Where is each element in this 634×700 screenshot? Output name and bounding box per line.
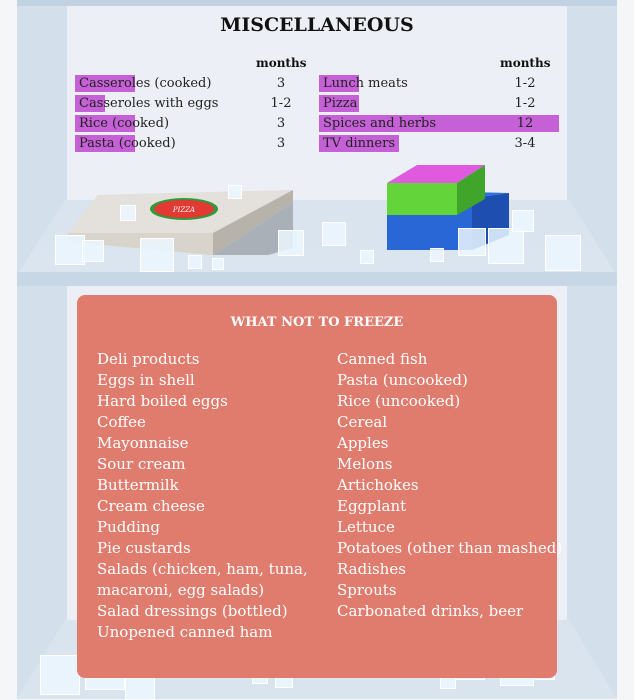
- not-freeze-item: Carbonated drinks, beer: [337, 602, 524, 620]
- months-value: 1-2: [514, 96, 536, 111]
- ice-cube: [545, 235, 581, 271]
- not-freeze-item: Cereal: [337, 413, 388, 431]
- not-freeze-item: Eggplant: [337, 497, 407, 515]
- fridge-top: [17, 0, 617, 6]
- not-freeze-list-right: Canned fish Pasta (uncooked) Rice (uncooke…: [337, 349, 562, 622]
- table-row: Spices and herbs 12: [319, 115, 559, 132]
- ice-cube: [228, 185, 242, 199]
- months-value: 12: [516, 116, 534, 131]
- months-value: 3: [276, 116, 286, 131]
- food-label: Spices and herbs: [323, 116, 437, 131]
- ice-cube: [322, 222, 346, 246]
- not-freeze-item: Canned fish: [337, 350, 428, 368]
- months-bar: [319, 75, 359, 92]
- not-freeze-item: Artichokes: [337, 476, 419, 494]
- months-bar: [75, 75, 135, 92]
- months-value: 1-2: [270, 96, 292, 111]
- ice-cube: [188, 255, 202, 269]
- not-freeze-item: Potatoes (other than mashed): [337, 539, 563, 557]
- not-freeze-item: Salad dressings (bottled): [97, 602, 288, 620]
- not-freeze-item: Pie custards: [97, 539, 191, 557]
- ice-cube: [278, 230, 304, 256]
- card-title: WHAT NOT TO FREEZE: [230, 315, 404, 330]
- food-label: TV dinners: [323, 136, 395, 151]
- ice-cube: [82, 240, 104, 262]
- ice-cube: [488, 228, 524, 264]
- not-freeze-item: Cream cheese: [97, 497, 205, 515]
- table-row: Rice (cooked) 3: [75, 115, 315, 132]
- table-row: Pizza 1-2: [319, 95, 559, 112]
- not-freeze-list-left: Deli products Eggs in shell Hard boiled eg…: [97, 349, 308, 643]
- food-label: Pasta (cooked): [79, 136, 176, 151]
- not-freeze-item: Sour cream: [97, 455, 186, 473]
- not-freeze-item: Lettuce: [337, 518, 395, 536]
- months-bar: [75, 95, 105, 112]
- not-freeze-item: macaroni, egg salads): [97, 581, 265, 599]
- not-freeze-item: Radishes: [337, 560, 406, 578]
- not-freeze-item: Rice (uncooked): [337, 392, 461, 410]
- ice-cube: [430, 248, 444, 262]
- months-value: 3-4: [514, 136, 536, 151]
- not-freeze-item: Pudding: [97, 518, 161, 536]
- not-freeze-item: Mayonnaise: [97, 434, 189, 452]
- not-freeze-item: Sprouts: [337, 581, 397, 599]
- not-freeze-item: Unopened canned ham: [97, 623, 273, 641]
- pizza-logo: PIZZA: [172, 206, 195, 214]
- months-value: 3: [276, 76, 286, 91]
- table-row: Casseroles (cooked) 3: [75, 75, 315, 92]
- food-label: Casseroles with eggs: [79, 96, 219, 111]
- ice-cube: [512, 210, 534, 232]
- food-label: Lunch meats: [323, 76, 408, 91]
- months-bar: [319, 135, 399, 152]
- not-freeze-item: Salads (chicken, ham, tuna,: [97, 560, 308, 578]
- shelf-edge: [17, 272, 617, 286]
- table-row: Lunch meats 1-2: [319, 75, 559, 92]
- not-freeze-item: Apples: [337, 434, 389, 452]
- months-bar: [319, 115, 559, 132]
- food-label: Rice (cooked): [79, 116, 170, 131]
- months-value: 1-2: [514, 76, 536, 91]
- months-header-right: months: [500, 56, 551, 70]
- ice-cube: [140, 238, 174, 272]
- not-freeze-item: Pasta (uncooked): [337, 371, 468, 389]
- not-freeze-item: Hard boiled eggs: [97, 392, 228, 410]
- not-freeze-item: Buttermilk: [97, 476, 179, 494]
- table-row: Pasta (cooked) 3: [75, 135, 315, 152]
- ice-cube: [40, 655, 80, 695]
- table-row: Casseroles with eggs 1-2: [75, 95, 315, 112]
- months-bar: [319, 95, 359, 112]
- months-header-left: months: [256, 56, 307, 70]
- months-bar: [75, 135, 135, 152]
- ice-cube: [55, 235, 85, 265]
- ice-cube: [120, 205, 136, 221]
- months-value: 3: [276, 136, 286, 151]
- food-label: Casseroles (cooked): [79, 76, 212, 91]
- ice-cube: [458, 228, 486, 256]
- not-freeze-item: Coffee: [97, 413, 146, 431]
- not-freeze-item: Melons: [337, 455, 393, 473]
- months-bar: [75, 115, 135, 132]
- food-label: Pizza: [323, 96, 358, 111]
- table-row: TV dinners 3-4: [319, 135, 559, 152]
- not-freeze-item: Eggs in shell: [97, 371, 195, 389]
- ice-cube: [212, 258, 224, 270]
- what-not-to-freeze-card: WHAT NOT TO FREEZE Deli products Eggs in …: [77, 295, 562, 678]
- not-freeze-item: Deli products: [97, 350, 200, 368]
- section-title: MISCELLANEOUS: [220, 14, 414, 36]
- ice-cube: [360, 250, 374, 264]
